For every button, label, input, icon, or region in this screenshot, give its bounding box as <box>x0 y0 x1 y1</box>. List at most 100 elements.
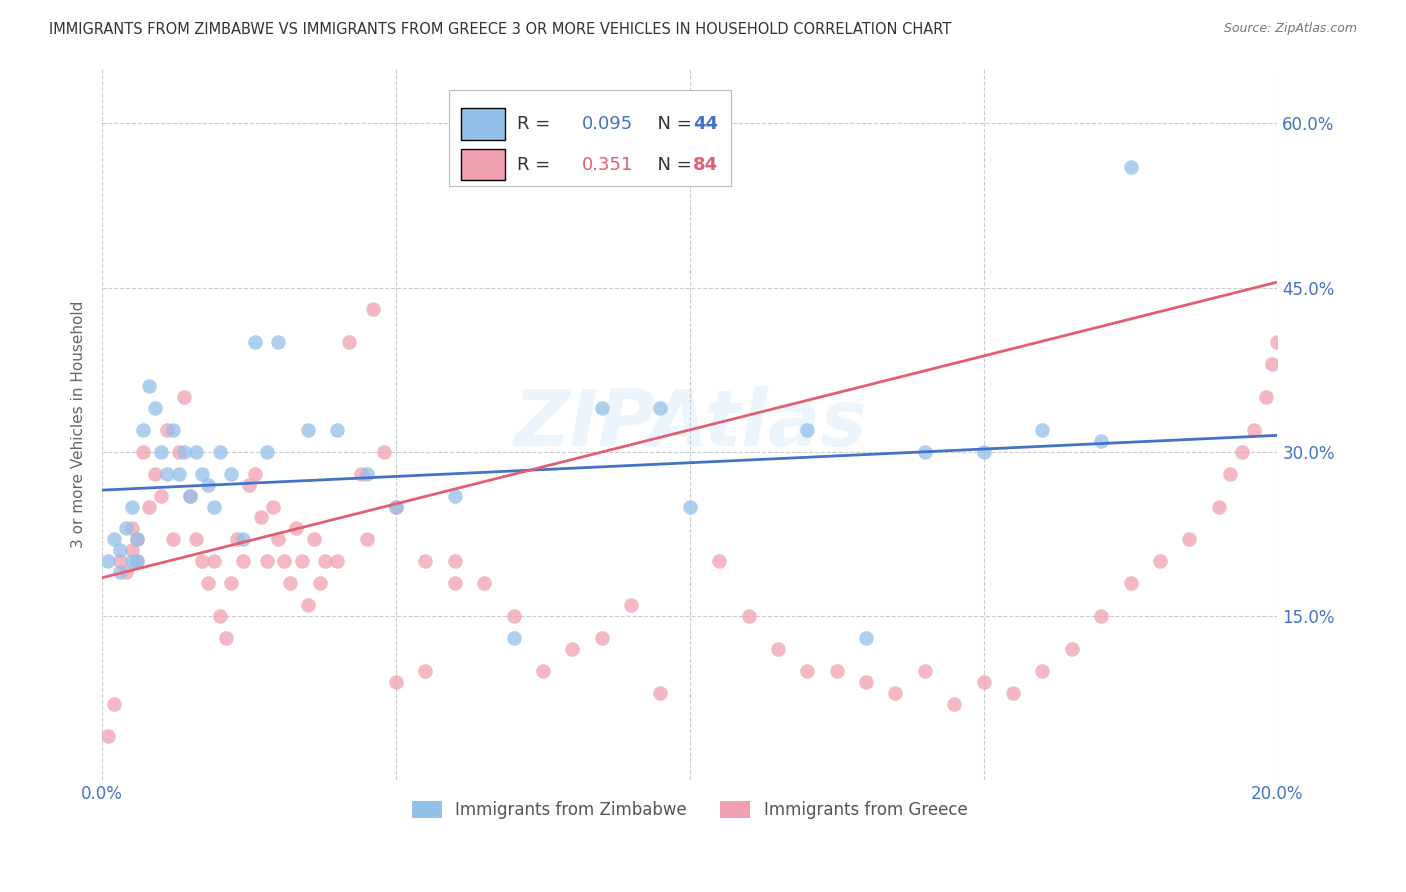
Point <box>232 533 254 547</box>
Point <box>173 444 195 458</box>
Point <box>766 641 789 656</box>
Point <box>256 444 278 458</box>
Point <box>202 554 225 568</box>
Point <box>1060 641 1083 656</box>
Point <box>443 576 465 591</box>
Point <box>415 664 437 678</box>
Text: 0.351: 0.351 <box>582 155 633 174</box>
Point <box>138 500 160 514</box>
Point <box>308 576 330 591</box>
Point <box>173 390 195 404</box>
Point <box>108 554 131 568</box>
Point <box>132 444 155 458</box>
Point <box>114 521 136 535</box>
Point <box>214 631 236 645</box>
Point <box>243 467 266 481</box>
Point <box>973 674 995 689</box>
Point <box>149 444 172 458</box>
Point <box>796 423 818 437</box>
Point <box>162 423 184 437</box>
Point <box>679 171 702 186</box>
Text: ZIPAtlas: ZIPAtlas <box>513 386 866 462</box>
Point <box>132 423 155 437</box>
Point <box>502 609 524 624</box>
Point <box>127 533 149 547</box>
FancyBboxPatch shape <box>449 90 731 186</box>
Point <box>121 521 143 535</box>
Point <box>337 335 360 350</box>
Point <box>350 467 373 481</box>
Point <box>1267 335 1289 350</box>
Point <box>943 697 966 711</box>
Point <box>202 500 225 514</box>
Point <box>356 467 378 481</box>
Text: N =: N = <box>647 155 697 174</box>
Point <box>267 533 290 547</box>
Point <box>97 730 120 744</box>
Point <box>709 554 731 568</box>
Text: R =: R = <box>517 115 555 133</box>
Point <box>326 554 349 568</box>
Text: 44: 44 <box>693 115 718 133</box>
Point <box>825 664 848 678</box>
Point <box>197 477 219 491</box>
Point <box>208 444 231 458</box>
Point <box>121 543 143 558</box>
Point <box>1178 533 1201 547</box>
Point <box>415 554 437 568</box>
Point <box>156 423 179 437</box>
Point <box>114 566 136 580</box>
FancyBboxPatch shape <box>461 109 505 140</box>
Point <box>973 444 995 458</box>
Point <box>385 500 408 514</box>
Point <box>1031 423 1053 437</box>
Point <box>1254 390 1277 404</box>
Point <box>108 566 131 580</box>
Point <box>1090 609 1112 624</box>
Point <box>226 533 249 547</box>
Point <box>186 533 208 547</box>
Point <box>1001 686 1024 700</box>
Point <box>250 510 273 524</box>
Point <box>121 554 143 568</box>
Point <box>620 598 643 612</box>
Point <box>179 489 201 503</box>
Point <box>143 401 166 415</box>
Text: N =: N = <box>647 115 697 133</box>
Text: IMMIGRANTS FROM ZIMBABWE VS IMMIGRANTS FROM GREECE 3 OR MORE VEHICLES IN HOUSEHO: IMMIGRANTS FROM ZIMBABWE VS IMMIGRANTS F… <box>49 22 952 37</box>
Text: 0.095: 0.095 <box>582 115 633 133</box>
Point <box>855 674 877 689</box>
Point <box>243 335 266 350</box>
Point <box>531 664 554 678</box>
Point <box>884 686 907 700</box>
Point <box>149 489 172 503</box>
Point <box>1219 467 1241 481</box>
Point <box>1243 423 1265 437</box>
Point <box>385 674 408 689</box>
Point <box>273 554 295 568</box>
Point <box>103 533 125 547</box>
Point <box>108 543 131 558</box>
Point <box>262 500 284 514</box>
Point <box>591 401 613 415</box>
Point <box>737 609 759 624</box>
Y-axis label: 3 or more Vehicles in Household: 3 or more Vehicles in Household <box>72 301 86 548</box>
Legend: Immigrants from Zimbabwe, Immigrants from Greece: Immigrants from Zimbabwe, Immigrants fro… <box>405 794 974 825</box>
Point <box>315 554 337 568</box>
FancyBboxPatch shape <box>461 149 505 180</box>
Point <box>326 423 349 437</box>
Point <box>502 631 524 645</box>
Point <box>127 554 149 568</box>
Point <box>650 401 672 415</box>
Point <box>472 576 495 591</box>
Point <box>167 467 190 481</box>
Point <box>914 444 936 458</box>
Point <box>361 302 384 317</box>
Point <box>356 533 378 547</box>
Point <box>1230 444 1253 458</box>
Point <box>1090 434 1112 448</box>
Point <box>156 467 179 481</box>
Point <box>97 554 120 568</box>
Point <box>121 500 143 514</box>
Point <box>1119 576 1142 591</box>
